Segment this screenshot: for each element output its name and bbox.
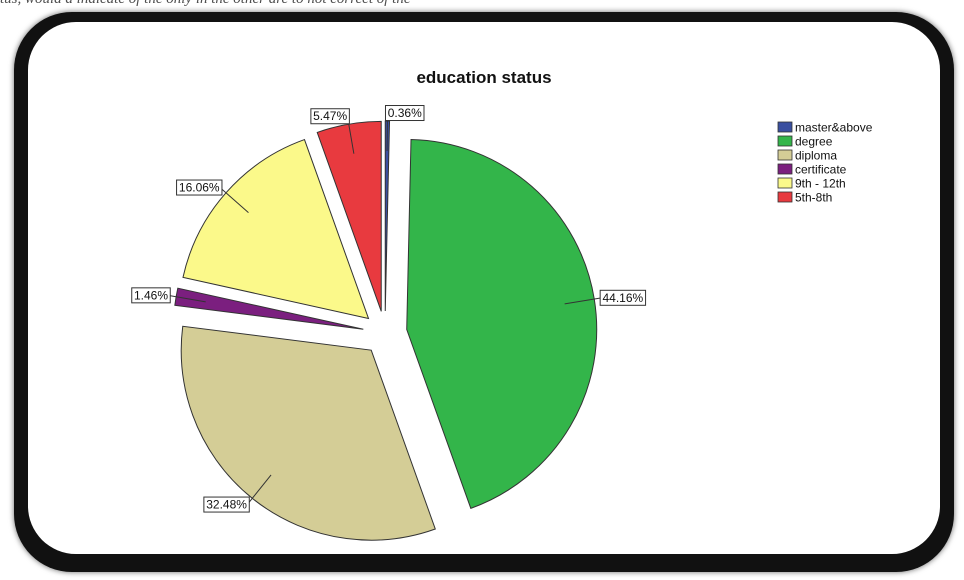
legend-swatch-9th-12th	[777, 177, 793, 189]
pie-slice-degree	[406, 139, 598, 509]
data-label-box-5th-8th	[310, 108, 350, 125]
data-label-degree: 44.16%	[603, 291, 644, 305]
data-label-5th-8th: 5.47%	[313, 109, 347, 123]
data-labels: 0.36% 44.16% 32.48% 1.46% 16.06% 5.47%	[131, 105, 647, 513]
label-leader-diploma	[246, 474, 272, 505]
legend: master&abovedegreediplomacertificate9th …	[777, 121, 873, 205]
pie-slices	[174, 120, 598, 541]
data-label-master-above: 0.36%	[388, 106, 422, 120]
legend-label-diploma: diploma	[795, 149, 837, 163]
data-label-9th-12th: 16.06%	[179, 181, 220, 195]
data-label-box-9th-12th	[176, 179, 223, 196]
data-label-box-master-above	[384, 105, 425, 122]
chart-title: education status	[416, 68, 551, 87]
data-label-box-degree	[599, 289, 647, 306]
data-label-box-diploma	[203, 496, 250, 513]
data-label-certificate: 1.46%	[134, 288, 168, 302]
legend-swatch-certificate	[777, 163, 793, 175]
data-label-box-certificate	[131, 287, 171, 304]
legend-label-9th-12th: 9th - 12th	[795, 177, 846, 191]
legend-swatch-diploma	[777, 149, 793, 161]
legend-swatch-5th-8th	[777, 191, 793, 203]
legend-swatch-master-above	[777, 121, 793, 133]
legend-swatch-degree	[777, 135, 793, 147]
legend-label-5th-8th: 5th-8th	[795, 191, 832, 205]
legend-label-degree: degree	[795, 135, 833, 149]
legend-label-certificate: certificate	[795, 163, 847, 177]
label-leader-degree	[564, 297, 603, 305]
label-leader-certificate	[168, 294, 206, 303]
caption-fragment: tus, would a indicate of the only in the…	[0, 0, 411, 8]
label-leader-9th-12th	[219, 187, 249, 214]
data-label-diploma: 32.48%	[206, 498, 247, 512]
legend-label-master-above: master&above	[795, 121, 873, 135]
